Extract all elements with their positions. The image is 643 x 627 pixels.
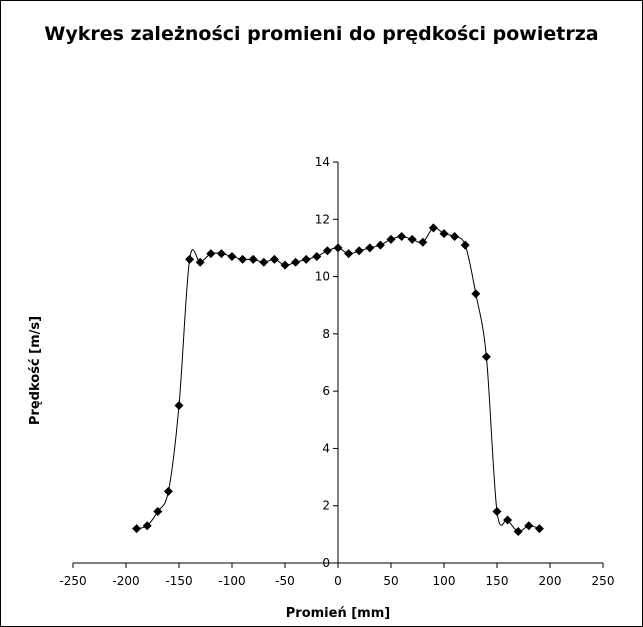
data-point [450, 231, 460, 241]
data-point [333, 243, 343, 253]
data-point [142, 521, 152, 531]
data-point [439, 229, 449, 239]
y-tick-label: 0 [322, 556, 330, 570]
chart-title: Wykres zależności promieni do prędkości … [44, 23, 599, 45]
x-tick-label: 100 [433, 574, 456, 588]
data-point [397, 231, 407, 241]
data-point [163, 486, 173, 496]
y-tick-label: 14 [315, 155, 330, 169]
data-point [153, 506, 163, 516]
data-point [269, 254, 279, 264]
data-point [185, 254, 195, 264]
data-point [534, 524, 544, 534]
x-tick-label: -100 [218, 574, 245, 588]
x-tick-label: 0 [334, 574, 342, 588]
data-point [344, 249, 354, 259]
data-point [492, 506, 502, 516]
data-point [227, 252, 237, 262]
x-tick-label: 150 [486, 574, 509, 588]
y-tick-label: 12 [315, 212, 330, 226]
data-point [291, 257, 301, 267]
data-point [312, 252, 322, 262]
x-tick-label: 200 [539, 574, 562, 588]
y-tick-label: 2 [322, 499, 330, 513]
data-point [206, 249, 216, 259]
data-point [460, 240, 470, 250]
data-point [195, 257, 205, 267]
x-tick-label: -150 [165, 574, 192, 588]
data-point [428, 223, 438, 233]
x-tick-label: -50 [275, 574, 295, 588]
y-tick-label: 4 [322, 441, 330, 455]
x-tick-label: -200 [112, 574, 139, 588]
data-point [513, 526, 523, 536]
data-point [238, 254, 248, 264]
data-point [407, 234, 417, 244]
data-point [354, 246, 364, 256]
data-point [418, 237, 428, 247]
x-tick-label: 250 [592, 574, 615, 588]
data-point [132, 524, 142, 534]
y-tick-label: 10 [315, 270, 330, 284]
data-point [280, 260, 290, 270]
y-axis-label: Prędkość [m/s] [28, 316, 43, 425]
y-tick-label: 8 [322, 327, 330, 341]
data-point [248, 254, 258, 264]
x-tick-label: 50 [383, 574, 398, 588]
data-point [365, 243, 375, 253]
data-point [301, 254, 311, 264]
data-point [259, 257, 269, 267]
y-tick-label: 6 [322, 384, 330, 398]
x-tick-label: -250 [59, 574, 86, 588]
data-point [216, 249, 226, 259]
x-axis-label: Promień [mm] [286, 606, 390, 621]
data-point [471, 289, 481, 299]
data-point [386, 234, 396, 244]
data-point [524, 521, 534, 531]
data-point [503, 515, 513, 525]
data-point [375, 240, 385, 250]
data-point [322, 246, 332, 256]
data-point [481, 352, 491, 362]
data-point [174, 400, 184, 410]
